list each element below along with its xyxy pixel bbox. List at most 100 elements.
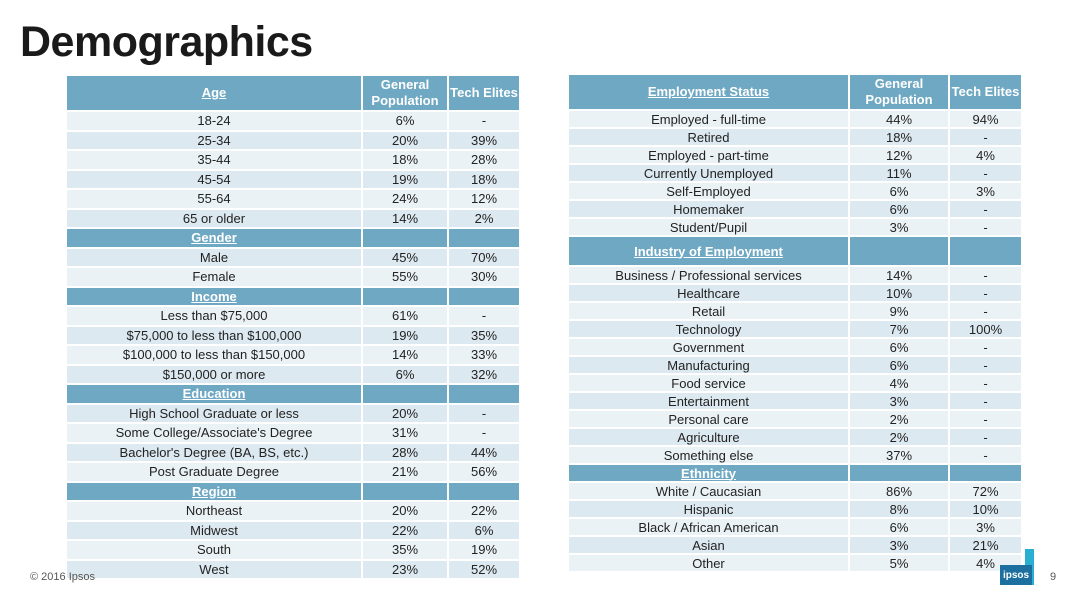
tech-elites-value: - — [950, 201, 1021, 217]
tech-elites-value: - — [950, 375, 1021, 391]
table-row: Business / Professional services 14% - — [569, 267, 1021, 283]
ipsos-logo: ipsos — [1000, 549, 1034, 585]
right-demographics-table: Employment Status General Population Tech … — [569, 73, 1021, 573]
table-row: Other 5% 4% — [569, 555, 1021, 571]
row-label: 65 or older — [67, 209, 361, 227]
table-row: Healthcare 10% - — [569, 285, 1021, 301]
table-row: Northeast 20% 22% — [67, 502, 519, 520]
section-header-row: Region — [67, 482, 519, 500]
table-row: Post Graduate Degree 21% 56% — [67, 463, 519, 481]
tech-elites-value: 33% — [449, 346, 519, 364]
tech-elites-value: - — [950, 165, 1021, 181]
tech-elites-value: - — [950, 285, 1021, 301]
row-label: Less than $75,000 — [67, 307, 361, 325]
column-header-general-population: General Population — [363, 76, 447, 110]
left-demographics-table: Age General Population Tech Elites 18-24 6% -… — [67, 74, 519, 580]
tech-elites-value: 2% — [449, 209, 519, 227]
row-label: Female — [67, 268, 361, 286]
table-row: Male 45% 70% — [67, 248, 519, 266]
general-population-value: 3% — [850, 537, 948, 553]
table-row: Entertainment 3% - — [569, 393, 1021, 409]
table-row: Currently Unemployed 11% - — [569, 165, 1021, 181]
table-row: Bachelor's Degree (BA, BS, etc.) 28% 44% — [67, 443, 519, 461]
row-label: Student/Pupil — [569, 219, 848, 235]
general-population-value: 18% — [850, 129, 948, 145]
table-row: Some College/Associate's Degree 31% - — [67, 424, 519, 442]
copyright-footer: © 2016 Ipsos — [30, 571, 95, 583]
general-population-value: 9% — [850, 303, 948, 319]
general-population-value: 6% — [850, 201, 948, 217]
row-label: Healthcare — [569, 285, 848, 301]
tech-elites-value: - — [449, 112, 519, 130]
general-population-value: 2% — [850, 429, 948, 445]
general-population-value: 21% — [363, 463, 447, 481]
tech-elites-value: 94% — [950, 111, 1021, 127]
tech-elites-value: - — [449, 424, 519, 442]
general-population-value: 6% — [363, 112, 447, 130]
row-label: Manufacturing — [569, 357, 848, 373]
tech-elites-value: - — [950, 429, 1021, 445]
table-row: $75,000 to less than $100,000 19% 35% — [67, 326, 519, 344]
general-population-value: 44% — [850, 111, 948, 127]
row-label: High School Graduate or less — [67, 404, 361, 422]
general-population-value: 3% — [850, 393, 948, 409]
general-population-value: 35% — [363, 541, 447, 559]
column-header-category: Age — [67, 76, 361, 110]
general-population-value: 5% — [850, 555, 948, 571]
table-row: Something else 37% - — [569, 447, 1021, 463]
general-population-value: 4% — [850, 375, 948, 391]
row-label: 55-64 — [67, 190, 361, 208]
page-title: Demographics — [20, 18, 313, 66]
tech-elites-value: - — [950, 393, 1021, 409]
table-row: Technology 7% 100% — [569, 321, 1021, 337]
row-label: $150,000 or more — [67, 365, 361, 383]
table-row: Retail 9% - — [569, 303, 1021, 319]
table-row: 35-44 18% 28% — [67, 151, 519, 169]
general-population-value: 20% — [363, 404, 447, 422]
general-population-value: 6% — [850, 519, 948, 535]
table-row: South 35% 19% — [67, 541, 519, 559]
row-label: $75,000 to less than $100,000 — [67, 326, 361, 344]
tech-elites-value: 3% — [950, 183, 1021, 199]
section-header-row: Education — [67, 385, 519, 403]
table-row: Employed - part-time 12% 4% — [569, 147, 1021, 163]
table-row: Female 55% 30% — [67, 268, 519, 286]
tech-elites-value: 52% — [449, 560, 519, 578]
row-label: 25-34 — [67, 131, 361, 149]
section-label: Ethnicity — [569, 465, 848, 481]
tech-elites-value: - — [950, 267, 1021, 283]
table-row: 25-34 20% 39% — [67, 131, 519, 149]
row-label: Technology — [569, 321, 848, 337]
table-header-row: Employment Status General Population Tech … — [569, 75, 1021, 109]
table-row: $150,000 or more 6% 32% — [67, 365, 519, 383]
table-row: $100,000 to less than $150,000 14% 33% — [67, 346, 519, 364]
section-header-row: Income — [67, 287, 519, 305]
column-header-tech-elites: Tech Elites — [950, 75, 1021, 109]
row-label: Black / African American — [569, 519, 848, 535]
table-header-row: Age General Population Tech Elites — [67, 76, 519, 110]
general-population-value: 19% — [363, 326, 447, 344]
table-row: Homemaker 6% - — [569, 201, 1021, 217]
general-population-value: 86% — [850, 483, 948, 499]
tech-elites-value: 72% — [950, 483, 1021, 499]
column-header-category: Employment Status — [569, 75, 848, 109]
tech-elites-value: 39% — [449, 131, 519, 149]
row-label: Other — [569, 555, 848, 571]
table-row: Asian 3% 21% — [569, 537, 1021, 553]
tech-elites-value: 32% — [449, 365, 519, 383]
tech-elites-value: - — [950, 219, 1021, 235]
general-population-value: 6% — [850, 183, 948, 199]
row-label: Employed - full-time — [569, 111, 848, 127]
row-label: Some College/Associate's Degree — [67, 424, 361, 442]
section-header-row: Ethnicity — [569, 465, 1021, 481]
tech-elites-value: 44% — [449, 443, 519, 461]
table-row: Black / African American 6% 3% — [569, 519, 1021, 535]
tech-elites-value: 10% — [950, 501, 1021, 517]
general-population-value: 14% — [363, 209, 447, 227]
table-row: Food service 4% - — [569, 375, 1021, 391]
table-row: 65 or older 14% 2% — [67, 209, 519, 227]
table-row: Agriculture 2% - — [569, 429, 1021, 445]
row-label: 18-24 — [67, 112, 361, 130]
row-label: South — [67, 541, 361, 559]
row-label: $100,000 to less than $150,000 — [67, 346, 361, 364]
